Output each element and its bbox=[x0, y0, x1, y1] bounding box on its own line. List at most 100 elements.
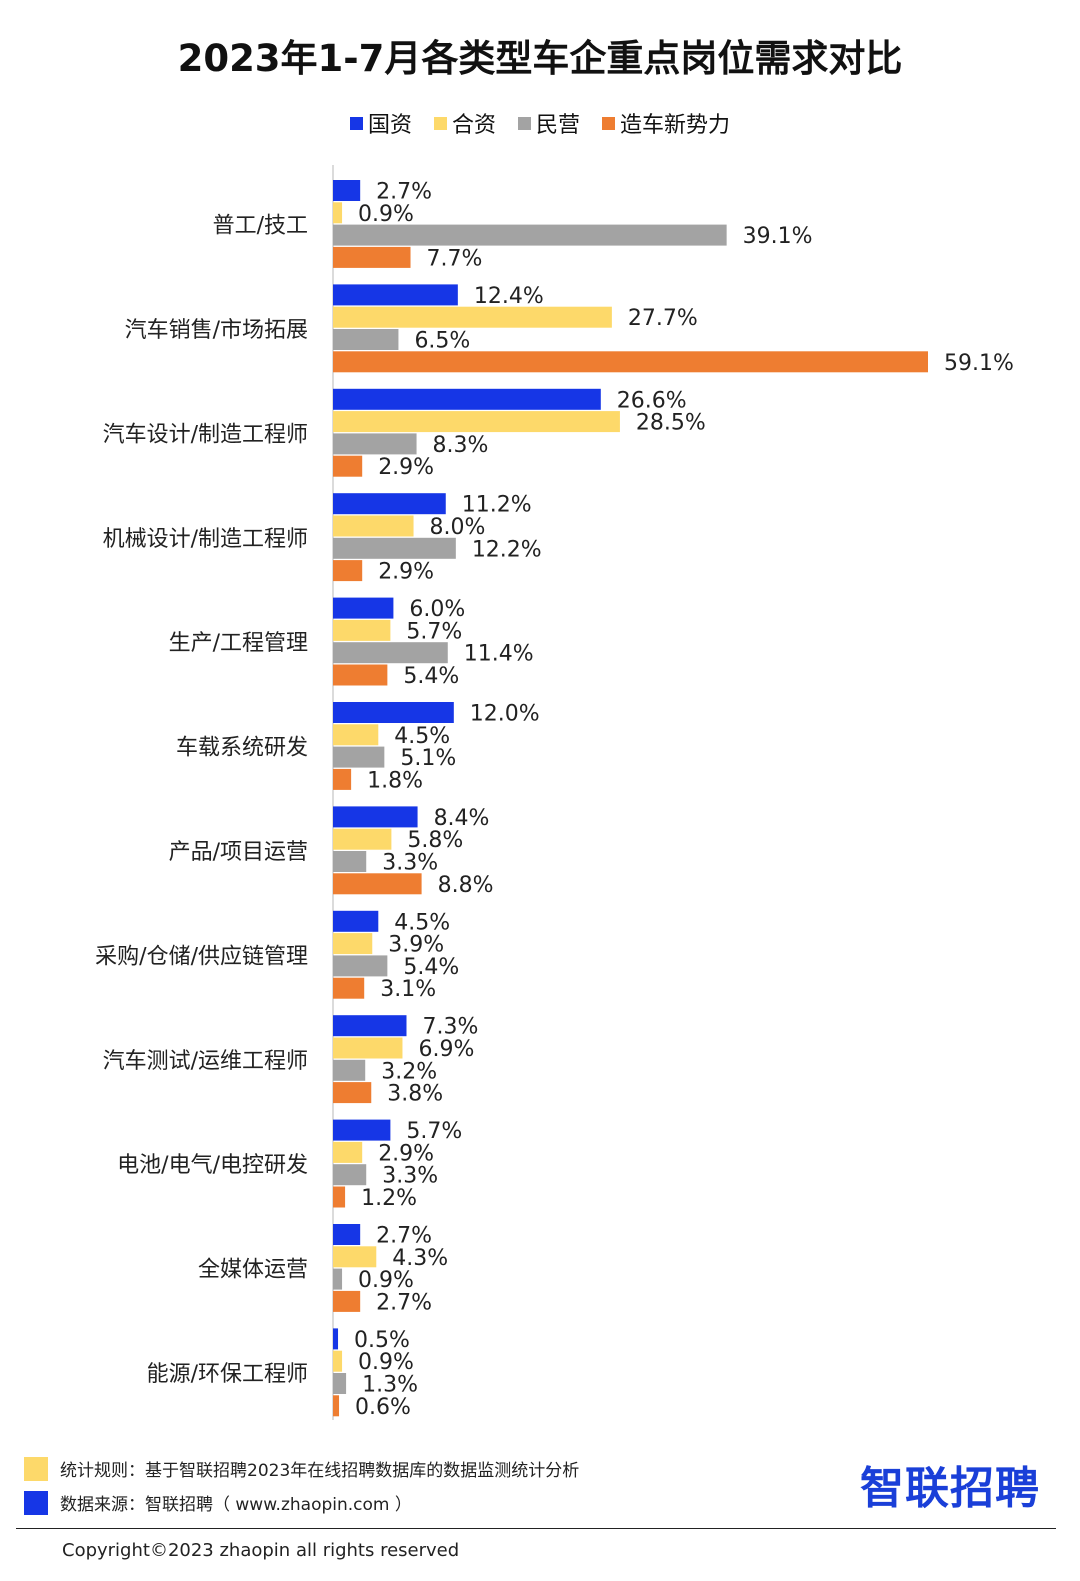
copyright-text: Copyright©2023 zhaopin all rights reserv… bbox=[62, 1540, 460, 1561]
bar bbox=[333, 1268, 343, 1290]
bar bbox=[333, 1141, 363, 1163]
category-label: 全媒体运营 bbox=[198, 1258, 308, 1283]
data-label: 2.7% bbox=[376, 1224, 432, 1249]
data-label: 3.8% bbox=[387, 1082, 443, 1107]
category-label: 普工/技工 bbox=[213, 214, 308, 239]
bar bbox=[333, 768, 352, 790]
data-label: 0.5% bbox=[354, 1328, 410, 1353]
bar bbox=[333, 455, 363, 477]
bar bbox=[333, 724, 379, 746]
legend-label: 合资 bbox=[451, 113, 496, 138]
bar bbox=[333, 910, 379, 932]
footer-divider bbox=[16, 1528, 1056, 1529]
bar bbox=[333, 1082, 372, 1104]
legend-item: 造车新势力 bbox=[602, 107, 730, 139]
legend-label: 民营 bbox=[536, 113, 581, 138]
data-label: 59.1% bbox=[944, 351, 1014, 376]
bar bbox=[333, 329, 399, 350]
data-label: 2.9% bbox=[378, 560, 434, 585]
data-label: 2.9% bbox=[378, 1141, 434, 1166]
bar bbox=[333, 933, 373, 955]
data-label: 11.2% bbox=[462, 493, 532, 518]
data-label: 5.8% bbox=[407, 828, 463, 853]
bar bbox=[333, 1350, 343, 1372]
data-label: 5.7% bbox=[406, 619, 462, 644]
category-label: 产品/项目运营 bbox=[169, 840, 308, 865]
chart-legend: 国资 合资 民营 造车新势力 bbox=[0, 107, 1080, 139]
data-label: 11.4% bbox=[464, 642, 534, 667]
data-label: 3.3% bbox=[382, 851, 438, 876]
category-label: 机械设计/制造工程师 bbox=[103, 527, 308, 552]
data-label: 6.9% bbox=[418, 1037, 474, 1062]
legend-swatch bbox=[433, 116, 447, 130]
data-label: 4.5% bbox=[394, 724, 450, 749]
legend-item: 民营 bbox=[518, 107, 580, 139]
data-source-note: 数据来源：智联招聘（ www.zhaopin.com ） bbox=[24, 1490, 412, 1515]
bar bbox=[333, 1119, 391, 1141]
data-label: 2.9% bbox=[378, 455, 434, 480]
data-label: 7.7% bbox=[427, 246, 483, 271]
data-label: 7.3% bbox=[422, 1015, 478, 1040]
category-label: 生产/工程管理 bbox=[169, 631, 308, 656]
bar bbox=[333, 560, 363, 582]
data-label: 1.8% bbox=[367, 768, 423, 793]
bar bbox=[333, 619, 391, 641]
bar bbox=[333, 411, 620, 433]
bar bbox=[333, 955, 388, 977]
data-label: 12.4% bbox=[474, 284, 544, 309]
data-label: 5.4% bbox=[403, 664, 459, 689]
bar bbox=[333, 515, 414, 537]
bar bbox=[333, 388, 601, 410]
statistics-rule-text: 统计规则：基于智联招聘2023年在线招聘数据库的数据监测统计分析 bbox=[60, 1461, 580, 1481]
bar bbox=[333, 433, 417, 455]
bar bbox=[333, 664, 388, 686]
category-label: 能源/环保工程师 bbox=[147, 1362, 308, 1387]
bar bbox=[333, 1373, 347, 1394]
bar bbox=[333, 642, 448, 664]
data-label: 28.5% bbox=[636, 411, 706, 436]
data-label: 8.0% bbox=[430, 515, 486, 540]
bar bbox=[333, 246, 411, 268]
data-label: 3.1% bbox=[380, 977, 436, 1002]
data-label: 26.6% bbox=[617, 388, 687, 413]
data-label: 0.9% bbox=[358, 1268, 414, 1293]
data-label: 2.7% bbox=[376, 180, 432, 205]
bar bbox=[333, 597, 394, 619]
data-label: 0.9% bbox=[358, 1350, 414, 1375]
data-label: 3.9% bbox=[388, 933, 444, 958]
data-label: 5.1% bbox=[400, 746, 456, 771]
bar bbox=[333, 851, 367, 872]
bar bbox=[333, 1328, 339, 1350]
legend-label: 国资 bbox=[367, 113, 412, 138]
statistics-rule-note: 统计规则：基于智联招聘2023年在线招聘数据库的数据监测统计分析 bbox=[24, 1456, 579, 1481]
bar-chart: 普工/技工2.7%0.9%39.1%7.7%汽车销售/市场拓展12.4%27.7… bbox=[95, 165, 1014, 1420]
data-label: 3.2% bbox=[381, 1059, 437, 1084]
bar bbox=[333, 224, 727, 246]
data-label: 0.6% bbox=[355, 1395, 411, 1420]
bar bbox=[333, 306, 612, 328]
data-label: 3.3% bbox=[382, 1164, 438, 1189]
category-label: 车载系统研发 bbox=[176, 736, 308, 761]
bar bbox=[333, 1164, 367, 1186]
category-label: 汽车销售/市场拓展 bbox=[125, 318, 308, 343]
data-label: 1.2% bbox=[361, 1186, 417, 1211]
bar bbox=[333, 1290, 361, 1312]
zhaopin-logo: 智联招聘 bbox=[860, 1463, 1040, 1514]
bar bbox=[333, 180, 361, 201]
bar bbox=[333, 1395, 340, 1417]
data-source-text: 数据来源：智联招聘（ www.zhaopin.com ） bbox=[60, 1495, 412, 1515]
data-label: 5.4% bbox=[403, 955, 459, 980]
legend-item: 国资 bbox=[349, 107, 412, 139]
bar bbox=[333, 1059, 366, 1081]
category-label: 汽车设计/制造工程师 bbox=[103, 422, 308, 447]
category-label: 采购/仓储/供应链管理 bbox=[95, 944, 308, 969]
bar bbox=[333, 202, 343, 224]
bar bbox=[333, 806, 418, 828]
bar bbox=[333, 351, 928, 373]
data-label: 6.0% bbox=[409, 597, 465, 622]
legend-swatch bbox=[602, 116, 616, 130]
footer: 统计规则：基于智联招聘2023年在线招聘数据库的数据监测统计分析 数据来源：智联… bbox=[0, 1450, 1080, 1581]
bar bbox=[333, 1186, 346, 1208]
bar bbox=[333, 1246, 377, 1268]
bar bbox=[333, 873, 422, 895]
